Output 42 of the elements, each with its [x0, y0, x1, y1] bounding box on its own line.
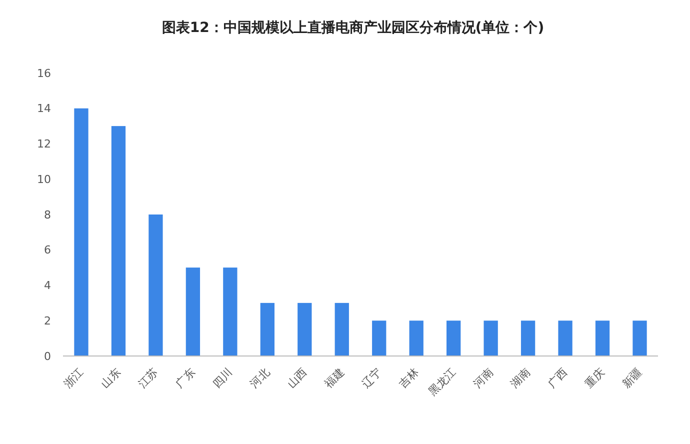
bar [74, 108, 88, 356]
chart-title: 图表12：中国规模以上直播电商产业园区分布情况(单位：个) [162, 19, 544, 36]
x-tick-label: 江苏 [136, 366, 161, 390]
bar [558, 320, 572, 356]
bar [632, 320, 647, 356]
x-tick-label: 浙江 [61, 366, 86, 390]
bar [595, 320, 610, 356]
x-tick-label: 广西 [545, 366, 570, 390]
x-tick-label: 黑龙江 [426, 366, 458, 398]
x-tick-label: 山西 [284, 366, 310, 390]
x-tick-label: 新疆 [620, 366, 645, 390]
y-tick-label: 6 [44, 244, 51, 257]
bar [409, 320, 424, 356]
x-tick-label: 吉林 [396, 366, 422, 390]
x-tick-label: 福建 [322, 366, 347, 390]
y-tick-label: 16 [37, 66, 51, 80]
bar [111, 126, 126, 356]
y-tick-label: 4 [44, 279, 51, 292]
x-tick-label: 山东 [98, 366, 124, 390]
bar [520, 320, 536, 356]
bar [260, 302, 274, 356]
x-tick-label: 重庆 [582, 366, 608, 390]
y-tick-label: 10 [37, 172, 51, 186]
y-tick-label: 2 [44, 314, 51, 328]
bar [372, 320, 386, 356]
bar [484, 320, 498, 356]
x-tick-label: 河北 [248, 366, 272, 390]
x-tick-label: 湖南 [508, 366, 533, 390]
y-tick-label: 0 [44, 350, 51, 363]
x-tick-label: 河南 [470, 366, 496, 390]
x-tick-label: 广东 [173, 366, 198, 390]
y-tick-label: 14 [37, 102, 51, 116]
bar [334, 302, 349, 356]
y-tick-label: 12 [37, 138, 51, 151]
bar [298, 302, 312, 356]
bar [148, 214, 163, 356]
x-tick-label: 四川 [210, 366, 236, 390]
x-tick-label: 辽宁 [359, 366, 384, 390]
bar [446, 320, 461, 356]
bar [186, 268, 200, 356]
y-tick-label: 8 [44, 208, 51, 222]
bar [223, 268, 238, 356]
